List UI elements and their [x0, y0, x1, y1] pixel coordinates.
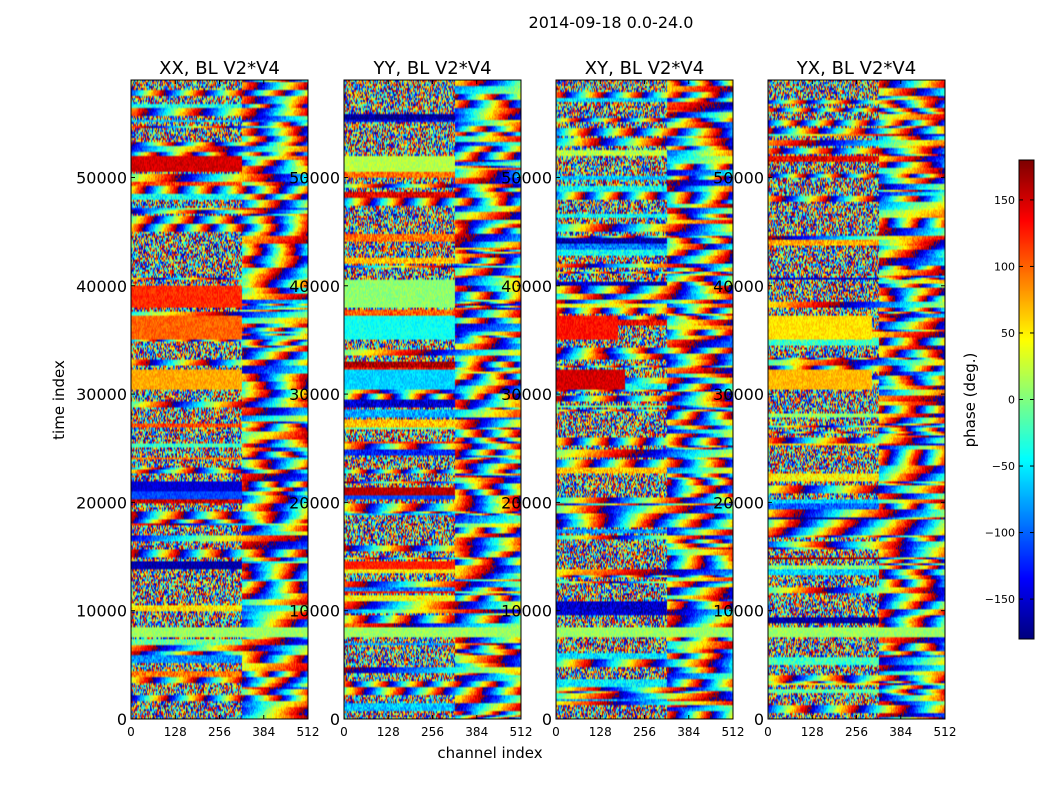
y-tick-label: 20000	[501, 493, 552, 512]
panel-title: XY, BL V2*V4	[585, 58, 704, 79]
x-tick-label: 512	[297, 725, 320, 739]
y-axis-label: time index	[50, 360, 68, 440]
y-tick-label: 50000	[501, 168, 552, 187]
x-axis-label: channel index	[437, 744, 542, 762]
x-tick-label: 256	[633, 725, 656, 739]
y-tick-label: 20000	[289, 493, 340, 512]
x-tick-label: 128	[589, 725, 612, 739]
panel-title: XX, BL V2*V4	[159, 58, 280, 79]
y-tick-label: 10000	[76, 602, 127, 621]
colorbar-tick-label: 0	[1008, 394, 1015, 407]
panels-group: XX, BL V2*V4 0 128 256 384 512 0 10000 20000 3000…	[76, 58, 956, 739]
y-tick-label: 10000	[501, 602, 552, 621]
heatmap-image-2	[556, 80, 733, 719]
y-tick-label: 40000	[713, 277, 764, 296]
y-tick-label: 30000	[501, 385, 552, 404]
colorbar-tick-label: −150	[985, 593, 1015, 606]
panel-0: XX, BL V2*V4 0 128 256 384 512 0 10000 20000 3000…	[76, 58, 319, 739]
panel-title: YY, BL V2*V4	[372, 58, 491, 79]
x-tick-label: 0	[764, 725, 772, 739]
y-tick-label: 40000	[289, 277, 340, 296]
x-tick-label: 256	[845, 725, 868, 739]
panel-1: YY, BL V2*V4 0 128 256 384 512 0 10000 20000 3000…	[289, 58, 532, 739]
colorbar-tick-label: −50	[992, 460, 1015, 473]
heatmap-image-3	[768, 80, 945, 719]
y-tick-label: 0	[330, 710, 340, 729]
colorbar-label: phase (deg.)	[961, 353, 979, 448]
x-tick-label: 384	[465, 725, 488, 739]
y-tick-label: 40000	[501, 277, 552, 296]
y-tick-label: 30000	[289, 385, 340, 404]
colorbar-gradient	[1019, 160, 1034, 639]
x-tick-label: 384	[252, 725, 275, 739]
y-tick-label: 10000	[289, 602, 340, 621]
heatmap-image-1	[344, 80, 521, 719]
panel-title: YX, BL V2*V4	[796, 58, 916, 79]
y-tick-label: 0	[542, 710, 552, 729]
heatmap-image-0	[131, 80, 308, 719]
figure-title: 2014-09-18 0.0-24.0	[529, 13, 694, 32]
y-tick-label: 50000	[713, 168, 764, 187]
y-tick-label: 10000	[713, 602, 764, 621]
colorbar-tick-label: −100	[985, 527, 1015, 540]
y-tick-label: 50000	[76, 168, 127, 187]
x-tick-label: 512	[934, 725, 957, 739]
x-tick-label: 384	[677, 725, 700, 739]
y-tick-label: 50000	[289, 168, 340, 187]
y-tick-label: 30000	[76, 385, 127, 404]
x-tick-label: 512	[722, 725, 745, 739]
x-tick-label: 128	[377, 725, 400, 739]
y-tick-label: 20000	[713, 493, 764, 512]
y-tick-label: 0	[754, 710, 764, 729]
colorbar: −150 −100 −50 0 50 100 150	[985, 159, 1035, 640]
x-tick-label: 0	[552, 725, 560, 739]
x-tick-label: 384	[889, 725, 912, 739]
y-tick-label: 0	[117, 710, 127, 729]
colorbar-tick-label: 150	[994, 194, 1015, 207]
x-tick-label: 256	[421, 725, 444, 739]
x-tick-label: 128	[164, 725, 187, 739]
x-tick-label: 0	[127, 725, 135, 739]
x-tick-label: 0	[340, 725, 348, 739]
y-tick-label: 20000	[76, 493, 127, 512]
colorbar-tick-label: 100	[994, 260, 1015, 273]
x-tick-label: 256	[208, 725, 231, 739]
panel-2: XY, BL V2*V4 0 128 256 384 512 0 10000 20000 3000…	[501, 58, 744, 739]
panel-3: YX, BL V2*V4 0 128 256 384 512 0 10000 20000 3000…	[713, 58, 956, 739]
colorbar-tick-label: 50	[1001, 327, 1015, 340]
y-tick-label: 30000	[713, 385, 764, 404]
x-tick-label: 128	[801, 725, 824, 739]
y-tick-label: 40000	[76, 277, 127, 296]
x-tick-label: 512	[510, 725, 533, 739]
